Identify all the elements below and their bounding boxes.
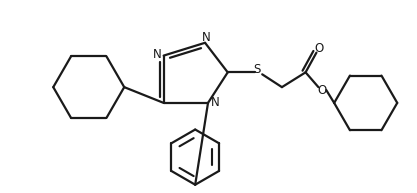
Text: O: O	[318, 84, 327, 96]
Text: N: N	[211, 96, 219, 109]
Text: N: N	[202, 31, 211, 44]
Text: O: O	[315, 42, 324, 55]
Text: N: N	[153, 48, 162, 61]
Text: S: S	[254, 63, 261, 76]
